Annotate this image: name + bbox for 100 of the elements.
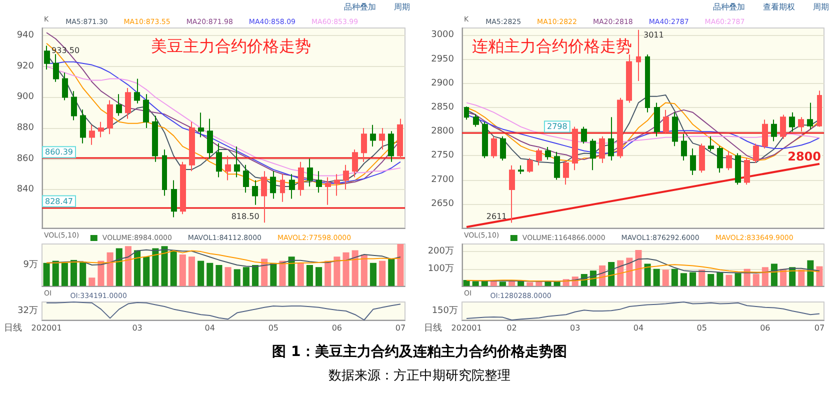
candlestick (361, 128, 367, 162)
candlestick (379, 128, 385, 150)
bar (306, 265, 313, 286)
candlestick (343, 164, 349, 190)
bar (388, 258, 395, 286)
candlestick (207, 118, 213, 160)
candlestick (817, 90, 822, 128)
candlestick (80, 109, 86, 144)
bar (708, 274, 714, 286)
candlestick (527, 158, 533, 174)
bar (342, 252, 350, 286)
bar (617, 260, 624, 286)
candlestick (626, 54, 632, 104)
line-series (466, 264, 820, 282)
bar (680, 273, 687, 286)
candlestick (152, 115, 158, 162)
bar (80, 262, 86, 286)
candlestick (789, 112, 795, 132)
bar (662, 270, 669, 286)
candlestick (726, 150, 732, 171)
bar (143, 256, 150, 286)
bar (324, 260, 332, 286)
bar (526, 282, 534, 286)
y-tick-label: 2950 (431, 54, 454, 64)
x-axis-title: 日线 (424, 322, 442, 334)
y-tick-label: 840 (16, 184, 34, 195)
candlestick (352, 149, 358, 178)
x-tick-label: 03 (570, 324, 580, 332)
x-tick-label: 03 (132, 324, 142, 332)
bar (744, 268, 750, 286)
ref-line-label: 2798 (546, 122, 568, 132)
bar (188, 256, 196, 286)
bar (807, 260, 814, 286)
candlestick (690, 148, 696, 176)
bar (798, 270, 805, 286)
candlestick (216, 142, 222, 178)
candlestick (370, 124, 376, 147)
candlestick (289, 174, 295, 200)
candlestick (307, 158, 313, 187)
candlestick (807, 102, 813, 130)
annotation: 2611 (486, 212, 507, 222)
x-tick-label: 04 (633, 324, 644, 332)
candlestick (699, 143, 705, 174)
candlestick (617, 97, 623, 159)
candlestick (590, 138, 596, 171)
bar (635, 250, 642, 286)
candlestick (298, 161, 304, 196)
bar (124, 246, 132, 286)
bar (472, 281, 479, 286)
candlestick (780, 114, 786, 140)
bar (252, 265, 259, 286)
bar (170, 250, 177, 286)
bar (360, 254, 368, 286)
y-tick-label: 2700 (431, 174, 454, 185)
bar (752, 274, 760, 286)
candlestick (171, 180, 177, 218)
candlestick (388, 130, 394, 162)
candlestick (654, 102, 660, 137)
y-tick-label: 100万 (428, 264, 454, 274)
x-tick-label: 04 (204, 324, 215, 332)
bar (316, 267, 322, 286)
bar (270, 262, 277, 286)
x-tick-label: 202001 (31, 324, 62, 332)
bar (653, 268, 660, 286)
y-tick-label: 860 (16, 154, 34, 164)
candlestick (663, 109, 669, 135)
bar (70, 260, 78, 286)
annotation: 3011 (643, 30, 664, 40)
x-axis-title: 日线 (4, 322, 22, 334)
bar (242, 267, 250, 286)
line-series (466, 102, 820, 144)
bar (716, 272, 724, 286)
bar (279, 260, 286, 286)
candlestick (545, 146, 551, 160)
x-tick-label: 05 (696, 324, 707, 332)
candlestick (491, 136, 497, 159)
annotation: 2800 (788, 150, 821, 164)
candlestick (473, 114, 479, 128)
candlestick (509, 164, 515, 224)
candlestick (53, 54, 59, 82)
candlestick (735, 152, 741, 186)
bar (726, 274, 732, 286)
bar (397, 244, 404, 286)
x-tick-label: 07 (814, 324, 825, 332)
y-tick-label: 940 (16, 30, 34, 41)
bar (608, 262, 615, 286)
candlestick (681, 134, 687, 162)
bar (762, 267, 768, 286)
x-tick-label: 202001 (451, 324, 482, 332)
bar (43, 262, 50, 286)
candlestick (316, 170, 322, 194)
bar (816, 266, 823, 286)
candlestick (599, 136, 605, 164)
text: 150万 (432, 306, 458, 316)
bar (690, 272, 696, 286)
candlestick (536, 148, 542, 166)
y-tick-label: 2900 (431, 78, 454, 88)
y-tick-label: 200万 (428, 246, 454, 257)
candlestick (798, 116, 804, 132)
x-tick-label: 07 (395, 324, 406, 332)
